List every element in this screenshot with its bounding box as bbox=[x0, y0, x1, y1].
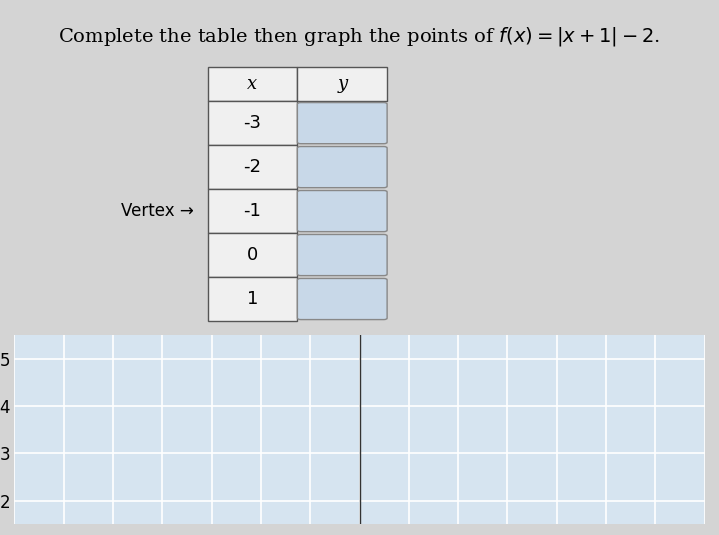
FancyBboxPatch shape bbox=[208, 67, 298, 101]
Text: -1: -1 bbox=[244, 202, 262, 220]
Text: Complete the table then graph the points of $f(x) = |x + 1| - 2$.: Complete the table then graph the points… bbox=[58, 25, 661, 48]
Text: -2: -2 bbox=[244, 158, 262, 176]
FancyBboxPatch shape bbox=[298, 278, 387, 319]
Text: 0: 0 bbox=[247, 246, 258, 264]
FancyBboxPatch shape bbox=[208, 233, 298, 277]
FancyBboxPatch shape bbox=[298, 234, 387, 276]
FancyBboxPatch shape bbox=[298, 67, 387, 101]
FancyBboxPatch shape bbox=[298, 103, 387, 144]
Text: x: x bbox=[247, 75, 257, 93]
FancyBboxPatch shape bbox=[208, 145, 298, 189]
FancyBboxPatch shape bbox=[208, 277, 298, 321]
FancyBboxPatch shape bbox=[208, 101, 298, 145]
Text: Vertex →: Vertex → bbox=[121, 202, 194, 220]
FancyBboxPatch shape bbox=[298, 190, 387, 232]
FancyBboxPatch shape bbox=[298, 147, 387, 188]
Text: -3: -3 bbox=[244, 114, 262, 132]
FancyBboxPatch shape bbox=[208, 189, 298, 233]
Text: 1: 1 bbox=[247, 290, 258, 308]
Text: y: y bbox=[337, 75, 347, 93]
